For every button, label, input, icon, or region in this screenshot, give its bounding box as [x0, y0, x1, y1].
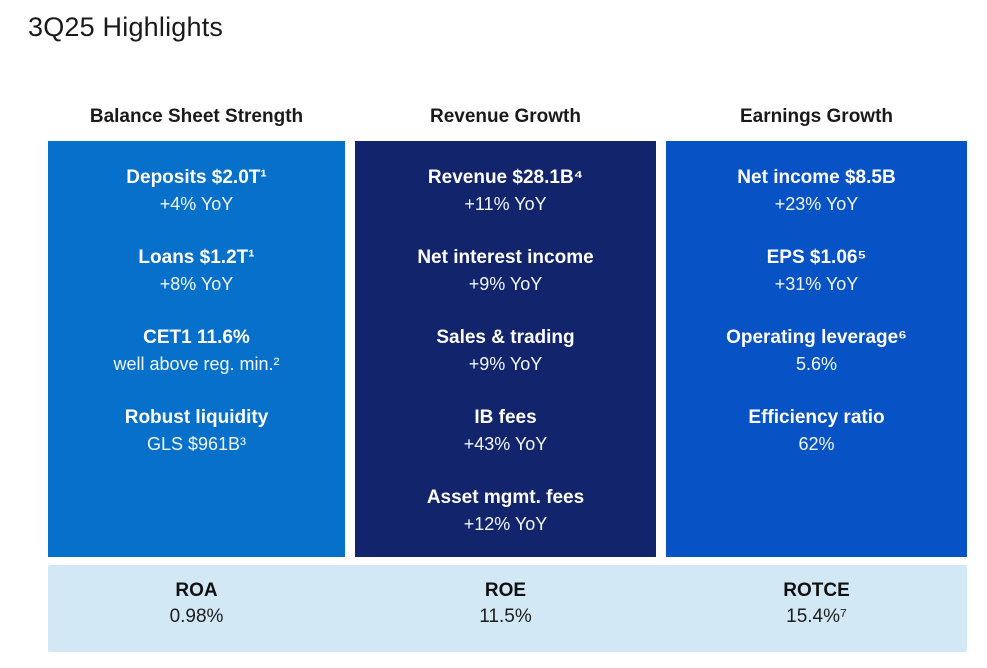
- metric-sub: 62%: [798, 434, 835, 454]
- footer-metric-roe: ROE 11.5%: [355, 565, 656, 652]
- footer-ratio-band: ROA 0.98% ROE 11.5% ROTCE 15.4%⁷: [48, 565, 967, 652]
- metric-operating-leverage: Operating leverage⁶ 5.6%: [666, 325, 967, 377]
- metric-cet1: CET1 11.6% well above reg. min.²: [48, 325, 345, 377]
- metric-efficiency-ratio: Efficiency ratio 62%: [666, 405, 967, 457]
- metric-sales-trading: Sales & trading +9% YoY: [355, 325, 656, 377]
- column-earnings-growth: Earnings Growth Net income $8.5B +23% Yo…: [666, 105, 967, 557]
- metric-revenue: Revenue $28.1B⁴ +11% YoY: [355, 165, 656, 217]
- metric-loans: Loans $1.2T¹ +8% YoY: [48, 245, 345, 297]
- metric-sub: well above reg. min.²: [113, 354, 280, 374]
- footer-metric-value: 11.5%: [479, 606, 532, 627]
- metric-asset-mgmt-fees: Asset mgmt. fees +12% YoY: [355, 485, 656, 537]
- metric-sub: GLS $961B³: [146, 434, 247, 454]
- column-header-revenue-growth: Revenue Growth: [430, 106, 581, 127]
- metric-sub: +43% YoY: [463, 434, 548, 454]
- column-header-earnings-growth: Earnings Growth: [739, 106, 894, 127]
- metric-label: Loans $1.2T¹: [138, 247, 255, 268]
- metric-label: Revenue $28.1B⁴: [427, 167, 584, 188]
- metric-label: Sales & trading: [436, 327, 575, 348]
- metric-label: Net interest income: [417, 247, 594, 268]
- column-body-revenue-growth: Revenue $28.1B⁴ +11% YoY Net interest in…: [355, 141, 656, 557]
- metric-label: Net income $8.5B: [737, 167, 896, 188]
- metric-label: EPS $1.06⁵: [766, 247, 867, 268]
- metric-label: Robust liquidity: [124, 407, 269, 428]
- metric-label: Asset mgmt. fees: [426, 487, 585, 508]
- metric-sub: +8% YoY: [159, 274, 234, 294]
- footer-metric-value: 0.98%: [169, 606, 224, 627]
- footer-metric-roa: ROA 0.98%: [48, 565, 345, 652]
- metric-sub: +9% YoY: [468, 274, 543, 294]
- metric-net-income: Net income $8.5B +23% YoY: [666, 165, 967, 217]
- metric-eps: EPS $1.06⁵ +31% YoY: [666, 245, 967, 297]
- metric-label: Operating leverage⁶: [726, 327, 907, 348]
- metric-liquidity: Robust liquidity GLS $961B³: [48, 405, 345, 457]
- metric-sub: +23% YoY: [774, 194, 859, 214]
- metric-deposits: Deposits $2.0T¹ +4% YoY: [48, 165, 345, 217]
- metric-sub: +11% YoY: [464, 194, 547, 214]
- metric-label: Efficiency ratio: [748, 407, 885, 428]
- column-header-balance-sheet-strength: Balance Sheet Strength: [89, 106, 304, 127]
- metric-ib-fees: IB fees +43% YoY: [355, 405, 656, 457]
- column-balance-sheet-strength: Balance Sheet Strength Deposits $2.0T¹ +…: [48, 105, 345, 557]
- metric-sub: +4% YoY: [159, 194, 234, 214]
- metric-sub: +9% YoY: [468, 354, 543, 374]
- metric-net-interest-income: Net interest income +9% YoY: [355, 245, 656, 297]
- footer-metric-rotce: ROTCE 15.4%⁷: [666, 565, 967, 652]
- metric-label: CET1 11.6%: [143, 327, 250, 348]
- metric-sub: +12% YoY: [463, 514, 548, 534]
- metric-label: IB fees: [474, 407, 537, 428]
- highlight-columns: Balance Sheet Strength Deposits $2.0T¹ +…: [48, 105, 967, 557]
- footer-metric-label: ROTCE: [783, 580, 850, 601]
- footer-metric-label: ROE: [484, 580, 527, 601]
- metric-sub: +31% YoY: [774, 274, 859, 294]
- metric-label: Deposits $2.0T¹: [126, 167, 267, 188]
- footer-metric-label: ROA: [175, 580, 218, 601]
- footer-metric-value: 15.4%⁷: [786, 606, 847, 627]
- page-title: 3Q25 Highlights: [28, 12, 224, 42]
- column-body-earnings-growth: Net income $8.5B +23% YoY EPS $1.06⁵ +31…: [666, 141, 967, 557]
- column-revenue-growth: Revenue Growth Revenue $28.1B⁴ +11% YoY …: [355, 105, 656, 557]
- column-body-balance-sheet-strength: Deposits $2.0T¹ +4% YoY Loans $1.2T¹ +8%…: [48, 141, 345, 557]
- metric-sub: 5.6%: [795, 354, 838, 374]
